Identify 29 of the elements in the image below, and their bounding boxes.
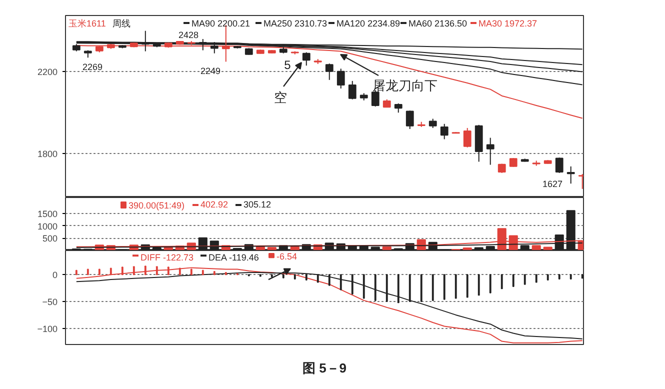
legend-label: MA30 1972.37 — [478, 18, 538, 28]
y-tick-label: 1000 — [37, 221, 58, 232]
y-tick-label: −100 — [37, 324, 58, 334]
legend-label: MA120 2234.89 — [336, 18, 400, 28]
legend-label: 402.92 — [200, 200, 228, 210]
y-tick-label: 500 — [42, 234, 58, 244]
legend-label: MA90 2200.21 — [192, 18, 250, 28]
legend-label: DIFF -122.73 — [140, 252, 194, 263]
legend-label: -6.54 — [276, 252, 298, 262]
annotation: 2428 — [178, 30, 199, 40]
legend-label: MA60 2136.50 — [408, 18, 468, 28]
chart-title: 玉米1611 — [68, 18, 106, 28]
annotation: 空 — [274, 90, 287, 105]
annotation: 屠龙刀向下 — [372, 78, 438, 93]
y-tick-label: 0 — [52, 270, 58, 280]
legend-label: MA250 2310.73 — [264, 18, 328, 28]
annotation: 1627 — [542, 179, 563, 189]
y-tick-label: −50 — [42, 297, 58, 308]
legend-label: DEA -119.46 — [208, 252, 259, 263]
legend-label: 305.12 — [244, 200, 272, 210]
annotation: 5 — [284, 58, 292, 72]
annotation: 2269 — [82, 62, 103, 72]
caption: 图 5－9 — [302, 360, 347, 376]
chart-subtitle: 周线 — [112, 18, 130, 28]
y-tick-label: 1800 — [37, 149, 58, 160]
y-tick-label: 1500 — [37, 209, 58, 220]
annotation: 2249 — [200, 66, 221, 76]
legend-label: 390.00(51:49) — [128, 200, 185, 210]
y-tick-label: 2200 — [37, 67, 58, 78]
